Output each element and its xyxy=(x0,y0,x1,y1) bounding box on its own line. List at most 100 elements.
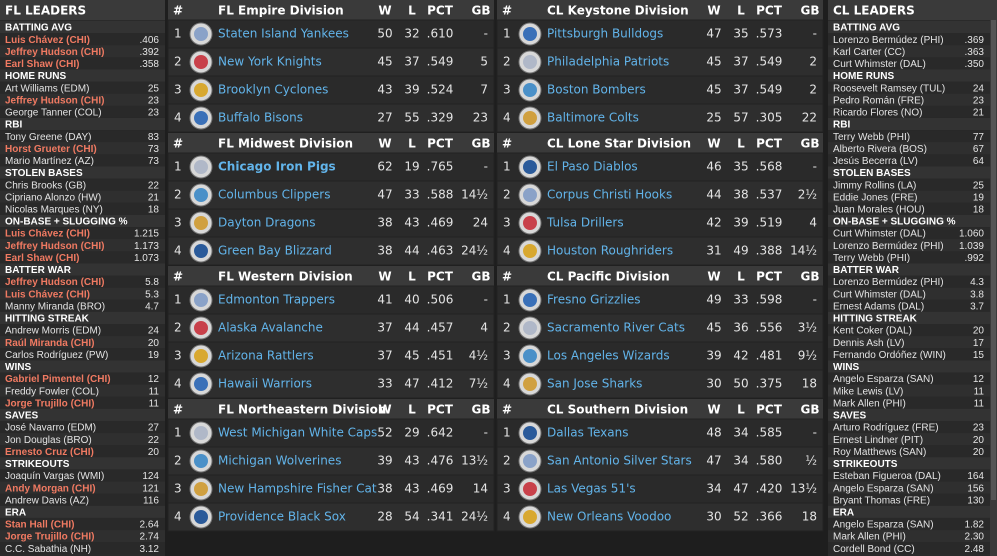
leader-value: 23 xyxy=(148,108,160,119)
team-row[interactable] xyxy=(167,474,495,504)
team-row[interactable] xyxy=(496,369,824,399)
team-row[interactable] xyxy=(167,208,495,238)
team-row[interactable] xyxy=(496,236,824,266)
team-row[interactable] xyxy=(496,418,824,448)
team-logo-mark xyxy=(523,244,537,258)
team-name[interactable]: Edmonton Trappers xyxy=(218,293,335,307)
team-row[interactable] xyxy=(496,180,824,210)
team-name[interactable]: Arizona Rattlers xyxy=(218,349,314,363)
team-row[interactable] xyxy=(167,341,495,371)
team-name[interactable]: Sacramento River Cats xyxy=(547,321,685,335)
team-logo-mark xyxy=(194,160,208,174)
team-row[interactable] xyxy=(496,47,824,77)
category-row xyxy=(0,311,165,324)
team-name[interactable]: Green Bay Blizzard xyxy=(218,244,332,258)
team-wins: 30 xyxy=(706,510,721,524)
team-name[interactable]: Providence Black Sox xyxy=(218,510,346,524)
scrollbar-thumb[interactable] xyxy=(991,20,996,500)
team-losses: 44 xyxy=(404,244,419,258)
team-name[interactable]: Michigan Wolverines xyxy=(218,454,341,468)
leader-value: 20 xyxy=(973,435,985,446)
column-gb: GB xyxy=(472,270,491,284)
team-name[interactable]: New York Knights xyxy=(218,55,322,69)
leader-player: Jimmy Rollins (LA) xyxy=(833,180,916,191)
team-name[interactable]: Chicago Iron Pigs xyxy=(218,160,336,174)
team-name[interactable]: Staten Island Yankees xyxy=(218,27,349,41)
team-row[interactable] xyxy=(167,369,495,399)
leader-player: Horst Grueter (CHI) xyxy=(5,144,97,155)
team-gb: - xyxy=(484,293,488,307)
team-name[interactable]: Dallas Texans xyxy=(547,426,628,440)
leader-value: .992 xyxy=(965,253,985,264)
team-row[interactable] xyxy=(167,236,495,266)
team-gb: 4 xyxy=(809,216,817,230)
team-row[interactable] xyxy=(496,152,824,182)
leader-value: 124 xyxy=(142,471,159,482)
division-header xyxy=(168,0,494,20)
team-name[interactable]: West Michigan White Caps xyxy=(218,426,377,440)
team-name[interactable]: Corpus Christi Hooks xyxy=(547,188,672,202)
leader-value: 12 xyxy=(148,374,160,385)
team-name[interactable]: Hawaii Warriors xyxy=(218,377,312,391)
team-row[interactable] xyxy=(167,19,495,49)
team-name[interactable]: Tulsa Drillers xyxy=(546,216,624,230)
team-row[interactable] xyxy=(496,341,824,371)
leader-player: Carlos Rodríguez (PW) xyxy=(5,350,108,361)
team-logo-mark xyxy=(194,454,208,468)
column-w: W xyxy=(707,270,720,284)
team-name[interactable]: Philadelphia Patriots xyxy=(547,55,669,69)
team-name[interactable]: Boston Bombers xyxy=(547,83,646,97)
team-name[interactable]: Fresno Grizzlies xyxy=(547,293,641,307)
team-name[interactable]: Dayton Dragons xyxy=(218,216,316,230)
team-losses: 54 xyxy=(404,510,419,524)
column-gb: GB xyxy=(472,137,491,151)
team-row[interactable] xyxy=(167,75,495,105)
team-wins: 31 xyxy=(706,244,721,258)
leader-value: 1.039 xyxy=(959,241,984,252)
team-name[interactable]: Baltimore Colts xyxy=(547,111,639,125)
team-row[interactable] xyxy=(496,19,824,49)
team-row[interactable] xyxy=(167,502,495,532)
team-name[interactable]: Columbus Clippers xyxy=(218,188,331,202)
team-row[interactable] xyxy=(496,103,824,133)
team-name[interactable]: Brooklyn Cyclones xyxy=(218,83,328,97)
team-name[interactable]: Alaska Avalanche xyxy=(218,321,323,335)
team-rank: 2 xyxy=(503,55,511,69)
team-row[interactable] xyxy=(496,502,824,532)
team-name[interactable]: San Antonio Silver Stars xyxy=(547,454,692,468)
team-name[interactable]: New Orleans Voodoo xyxy=(547,510,671,524)
leader-value: 4.7 xyxy=(145,301,159,312)
team-row[interactable] xyxy=(167,103,495,133)
team-row[interactable] xyxy=(496,313,824,343)
leader-row xyxy=(0,227,165,240)
team-row[interactable] xyxy=(167,180,495,210)
team-rank: 3 xyxy=(174,216,182,230)
team-name[interactable]: Las Vegas 51's xyxy=(547,482,636,496)
team-name[interactable]: New Hampshire Fisher Cat xyxy=(218,482,377,496)
team-name[interactable]: El Paso Diablos xyxy=(547,160,638,174)
team-name[interactable]: Houston Roughriders xyxy=(547,244,673,258)
team-name[interactable]: San Jose Sharks xyxy=(547,377,642,391)
team-row[interactable] xyxy=(167,418,495,448)
team-row[interactable] xyxy=(496,474,824,504)
leader-player: Mike Lewis (LV) xyxy=(833,386,903,397)
team-name[interactable]: Buffalo Bisons xyxy=(218,111,303,125)
team-row[interactable] xyxy=(496,446,824,476)
team-row[interactable] xyxy=(496,285,824,315)
team-row[interactable] xyxy=(167,446,495,476)
leader-player: Curt Whimster (DAL) xyxy=(833,59,926,70)
team-row[interactable] xyxy=(167,285,495,315)
team-row[interactable] xyxy=(167,152,495,182)
team-wins: 44 xyxy=(706,188,721,202)
team-wins: 45 xyxy=(377,55,392,69)
team-row[interactable] xyxy=(496,208,824,238)
team-logo-mark xyxy=(523,83,537,97)
team-row[interactable] xyxy=(167,313,495,343)
leader-row xyxy=(828,469,990,482)
team-name[interactable]: Pittsburgh Bulldogs xyxy=(547,27,663,41)
team-row[interactable] xyxy=(496,75,824,105)
leader-value: 25 xyxy=(148,83,160,94)
team-name[interactable]: Los Angeles Wizards xyxy=(547,349,670,363)
team-losses: 45 xyxy=(404,349,419,363)
